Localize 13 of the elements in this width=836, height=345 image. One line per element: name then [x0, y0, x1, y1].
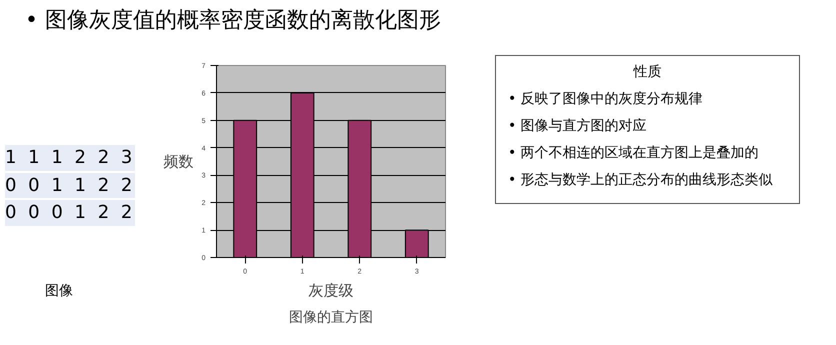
text: 0 0 0 1 2 2: [5, 200, 136, 226]
text: 1 1 1 2 2 3: [5, 145, 136, 171]
text: • 反映了图像中的灰度分布规律: [508, 90, 704, 109]
text: • 两个不相连的区域在直方图上是叠加的: [508, 144, 760, 163]
text: 图像: [44, 282, 74, 302]
text: 0 0 1 1 2 2: [5, 172, 136, 198]
text: • 图像与直方图的对应: [508, 117, 648, 136]
x-axis-title: 灰度级: [308, 282, 354, 300]
y-axis-title: 频数: [164, 152, 194, 170]
text: • 形态与数学上的正态分布的曲线形态类似: [508, 171, 774, 190]
chart-title: • 图像灰度值的概率密度函数的离散化图形: [24, 7, 441, 35]
text: 图像的直方图: [289, 310, 373, 326]
text: 性质: [632, 63, 662, 82]
